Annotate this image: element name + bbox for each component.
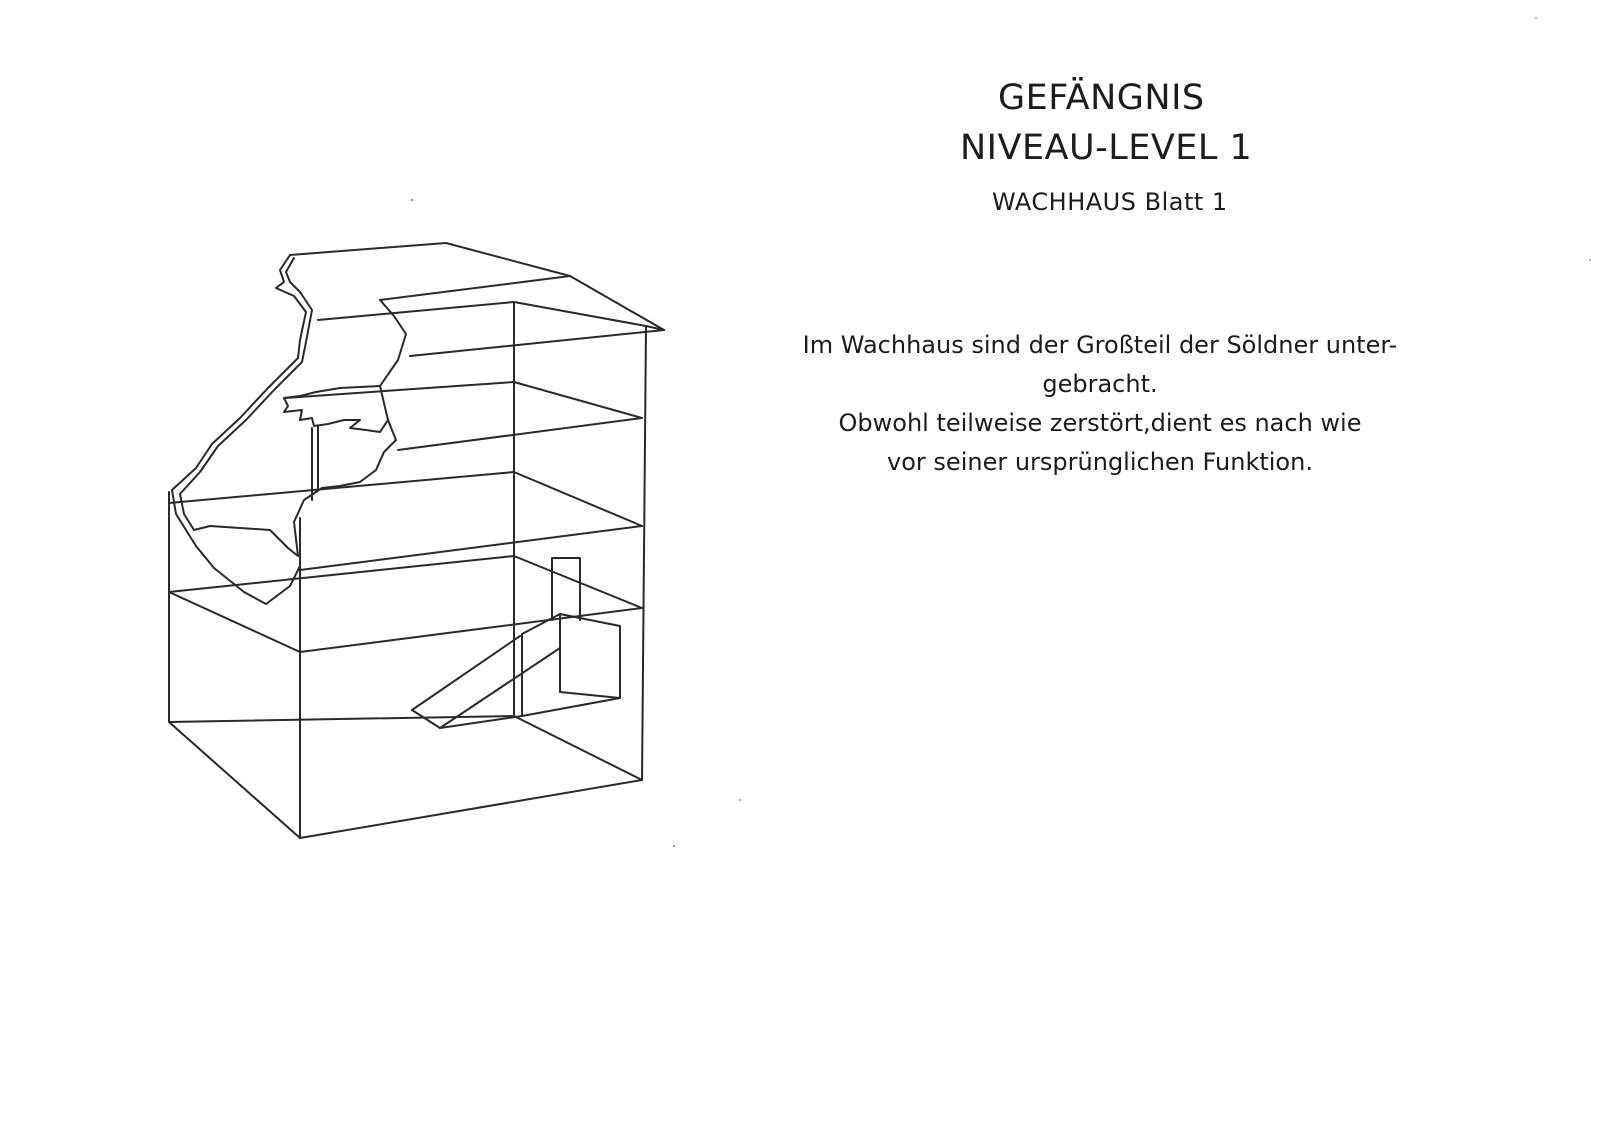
description-line-2: gebracht. (1042, 370, 1158, 398)
roof-front-2 (379, 275, 571, 301)
speck (739, 799, 741, 801)
floor-1-right (299, 607, 643, 653)
stair-base (411, 709, 441, 729)
floor-2-back (513, 471, 643, 527)
description-line-3: Obwohl teilweise zerstört,dient es nach … (838, 409, 1362, 437)
floor-1-front (168, 555, 515, 593)
stair-box (521, 613, 621, 717)
heading-line-1: GEFÄNGNIS (998, 78, 1205, 118)
floor-3-front (284, 381, 515, 399)
floor-3-right (397, 417, 643, 451)
floor-2-front (168, 471, 515, 504)
roof-vertical-2 (513, 301, 647, 327)
roof-back-right (569, 275, 665, 331)
stair-ramp-2 (439, 647, 561, 729)
base-outline (168, 715, 643, 839)
speck (1535, 17, 1537, 19)
damage-inner-slab (283, 385, 381, 399)
description-line-1: Im Wachhaus sind der Großteil der Söldne… (802, 331, 1398, 359)
roof-mid (409, 329, 665, 357)
description-line-4: vor seiner ursprünglichen Funktion. (887, 448, 1313, 476)
roof-ridge (445, 242, 571, 277)
stair-base-2 (439, 715, 523, 729)
floor-3-back (513, 381, 643, 419)
heading-line-2: NIVEAU-LEVEL 1 (960, 128, 1253, 168)
speck (410, 198, 414, 202)
speck (672, 844, 676, 848)
right-edge (641, 325, 647, 781)
roof-top-back (289, 242, 447, 256)
heading-line-3: WACHHAUS Blatt 1 (992, 188, 1228, 216)
roof-front (317, 301, 515, 321)
speck (1589, 259, 1591, 261)
stair-ramp-1 (411, 635, 521, 711)
damage-outline-inner (179, 257, 407, 557)
stair-box-bottom (559, 691, 621, 699)
roof-vertical-1 (645, 325, 665, 331)
damage-jag-left (283, 397, 389, 433)
floor-1-back (513, 555, 643, 609)
damage-outline-outer (171, 254, 307, 605)
floor-1-left (168, 591, 301, 653)
door-frame (551, 557, 581, 621)
description-block: Im Wachhaus sind der Großteil der Söldne… (740, 326, 1460, 482)
floor-2-right (299, 525, 643, 571)
